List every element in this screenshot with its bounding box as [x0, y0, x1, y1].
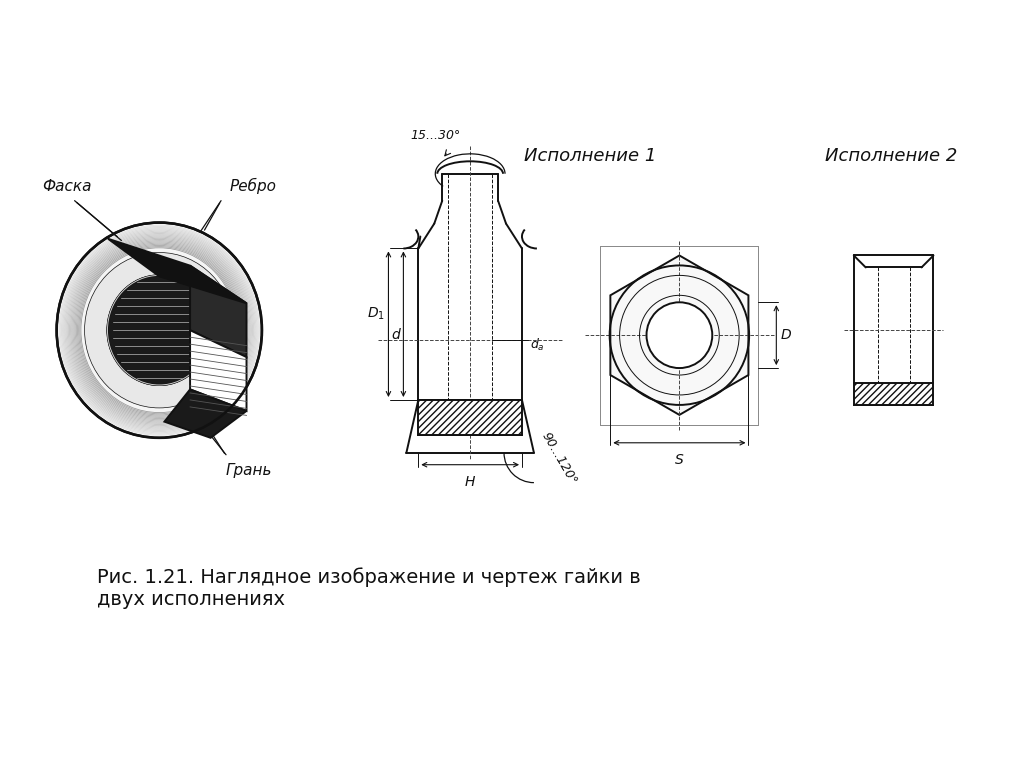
Text: $S$: $S$ [674, 453, 685, 467]
Polygon shape [165, 390, 247, 438]
Text: $d$: $d$ [390, 327, 401, 341]
Text: 15...30°: 15...30° [410, 129, 460, 142]
Ellipse shape [108, 275, 211, 385]
Ellipse shape [108, 275, 211, 385]
Text: 90...120°: 90...120° [539, 430, 580, 487]
Ellipse shape [85, 252, 234, 408]
Polygon shape [108, 239, 247, 303]
Polygon shape [854, 383, 934, 405]
Text: $D_1$: $D_1$ [367, 306, 384, 322]
Text: Фаска: Фаска [42, 179, 91, 194]
Text: Рис. 1.21. Наглядное изображение и чертеж гайки в
двух исполнениях: Рис. 1.21. Наглядное изображение и черте… [96, 568, 640, 609]
Ellipse shape [56, 222, 262, 438]
Polygon shape [610, 255, 749, 415]
Text: $H$: $H$ [464, 475, 476, 489]
Polygon shape [419, 400, 522, 435]
Text: $D$: $D$ [780, 328, 793, 342]
Text: Грань: Грань [225, 463, 272, 478]
Text: $d_a$: $d_a$ [530, 337, 545, 353]
Circle shape [646, 302, 713, 368]
Text: Ребро: Ребро [229, 177, 276, 194]
Text: Исполнение 1: Исполнение 1 [523, 146, 656, 165]
Text: Исполнение 2: Исполнение 2 [825, 146, 957, 165]
Polygon shape [190, 331, 247, 411]
Polygon shape [190, 265, 247, 357]
